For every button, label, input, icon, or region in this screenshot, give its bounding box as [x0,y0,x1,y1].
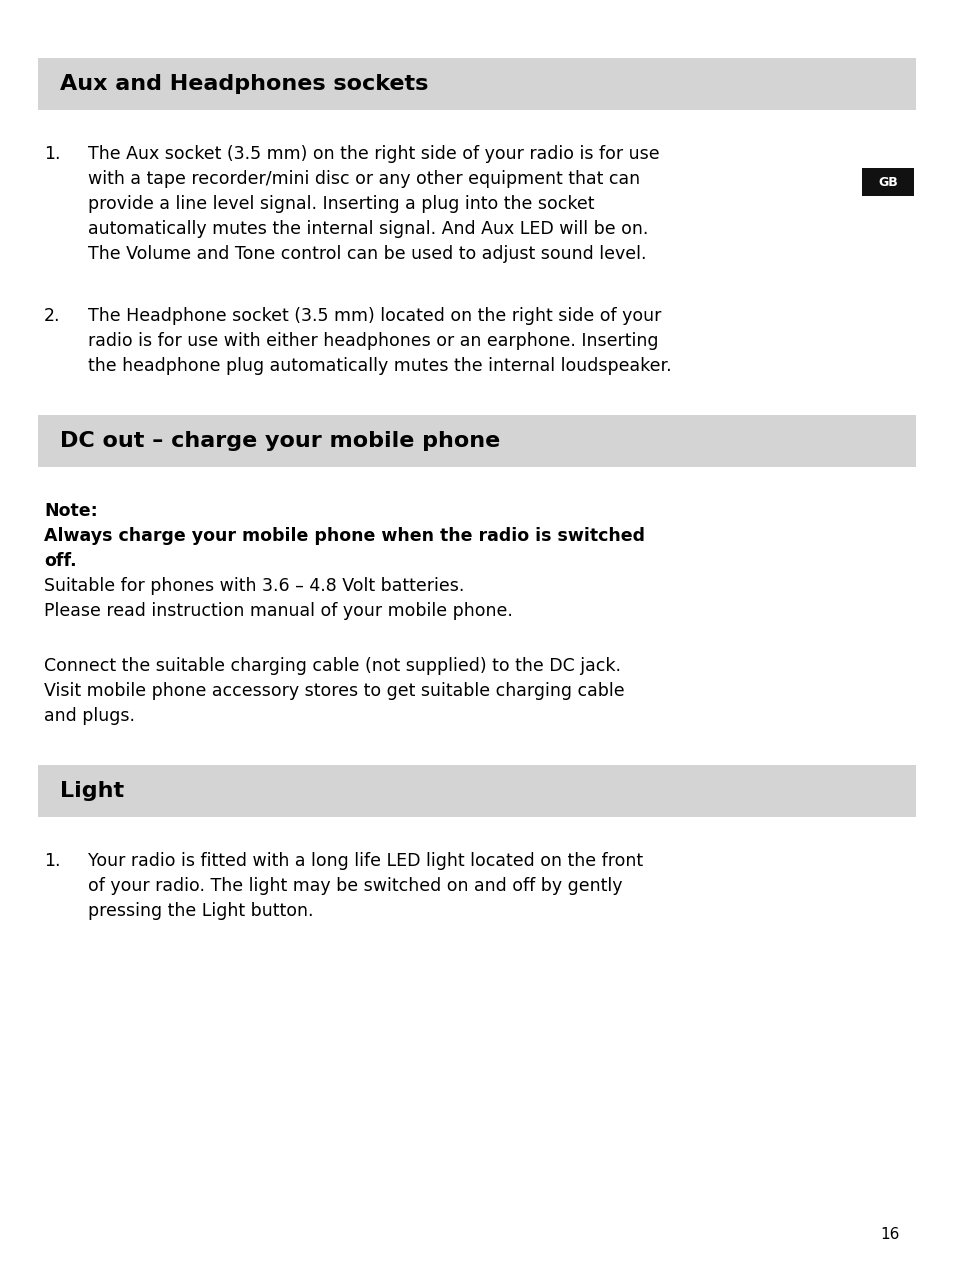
Text: Always charge your mobile phone when the radio is switched: Always charge your mobile phone when the… [44,527,644,544]
Text: Aux and Headphones sockets: Aux and Headphones sockets [60,74,428,94]
Text: 16: 16 [880,1227,899,1241]
Text: DC out – charge your mobile phone: DC out – charge your mobile phone [60,431,499,452]
Text: 2.: 2. [44,307,60,326]
Text: radio is for use with either headphones or an earphone. Inserting: radio is for use with either headphones … [88,332,658,350]
Text: automatically mutes the internal signal. And Aux LED will be on.: automatically mutes the internal signal.… [88,220,648,238]
Text: The Aux socket (3.5 mm) on the right side of your radio is for use: The Aux socket (3.5 mm) on the right sid… [88,145,659,163]
Text: the headphone plug automatically mutes the internal loudspeaker.: the headphone plug automatically mutes t… [88,357,671,375]
Text: provide a line level signal. Inserting a plug into the socket: provide a line level signal. Inserting a… [88,195,594,212]
Text: 1.: 1. [44,145,60,163]
Text: Light: Light [60,781,124,801]
Text: GB: GB [877,176,897,188]
Bar [38,59,915,109]
Text: The Volume and Tone control can be used to adjust sound level.: The Volume and Tone control can be used … [88,245,646,263]
Text: of your radio. The light may be switched on and off by gently: of your radio. The light may be switched… [88,876,622,895]
Text: and plugs.: and plugs. [44,707,135,725]
Text: Connect the suitable charging cable (not supplied) to the DC jack.: Connect the suitable charging cable (not… [44,658,620,675]
Text: Please read instruction manual of your mobile phone.: Please read instruction manual of your m… [44,602,513,619]
Text: Visit mobile phone accessory stores to get suitable charging cable: Visit mobile phone accessory stores to g… [44,682,624,700]
Text: The Headphone socket (3.5 mm) located on the right side of your: The Headphone socket (3.5 mm) located on… [88,307,660,326]
Text: with a tape recorder/mini disc or any other equipment that can: with a tape recorder/mini disc or any ot… [88,170,639,188]
Text: 1.: 1. [44,852,60,870]
Bar [862,168,913,196]
Text: Note:: Note: [44,502,97,520]
Text: Suitable for phones with 3.6 – 4.8 Volt batteries.: Suitable for phones with 3.6 – 4.8 Volt … [44,577,464,595]
Text: off.: off. [44,552,76,570]
Text: pressing the Light button.: pressing the Light button. [88,902,314,920]
Bar [38,764,915,817]
Bar [38,415,915,467]
Text: Your radio is fitted with a long life LED light located on the front: Your radio is fitted with a long life LE… [88,852,642,870]
